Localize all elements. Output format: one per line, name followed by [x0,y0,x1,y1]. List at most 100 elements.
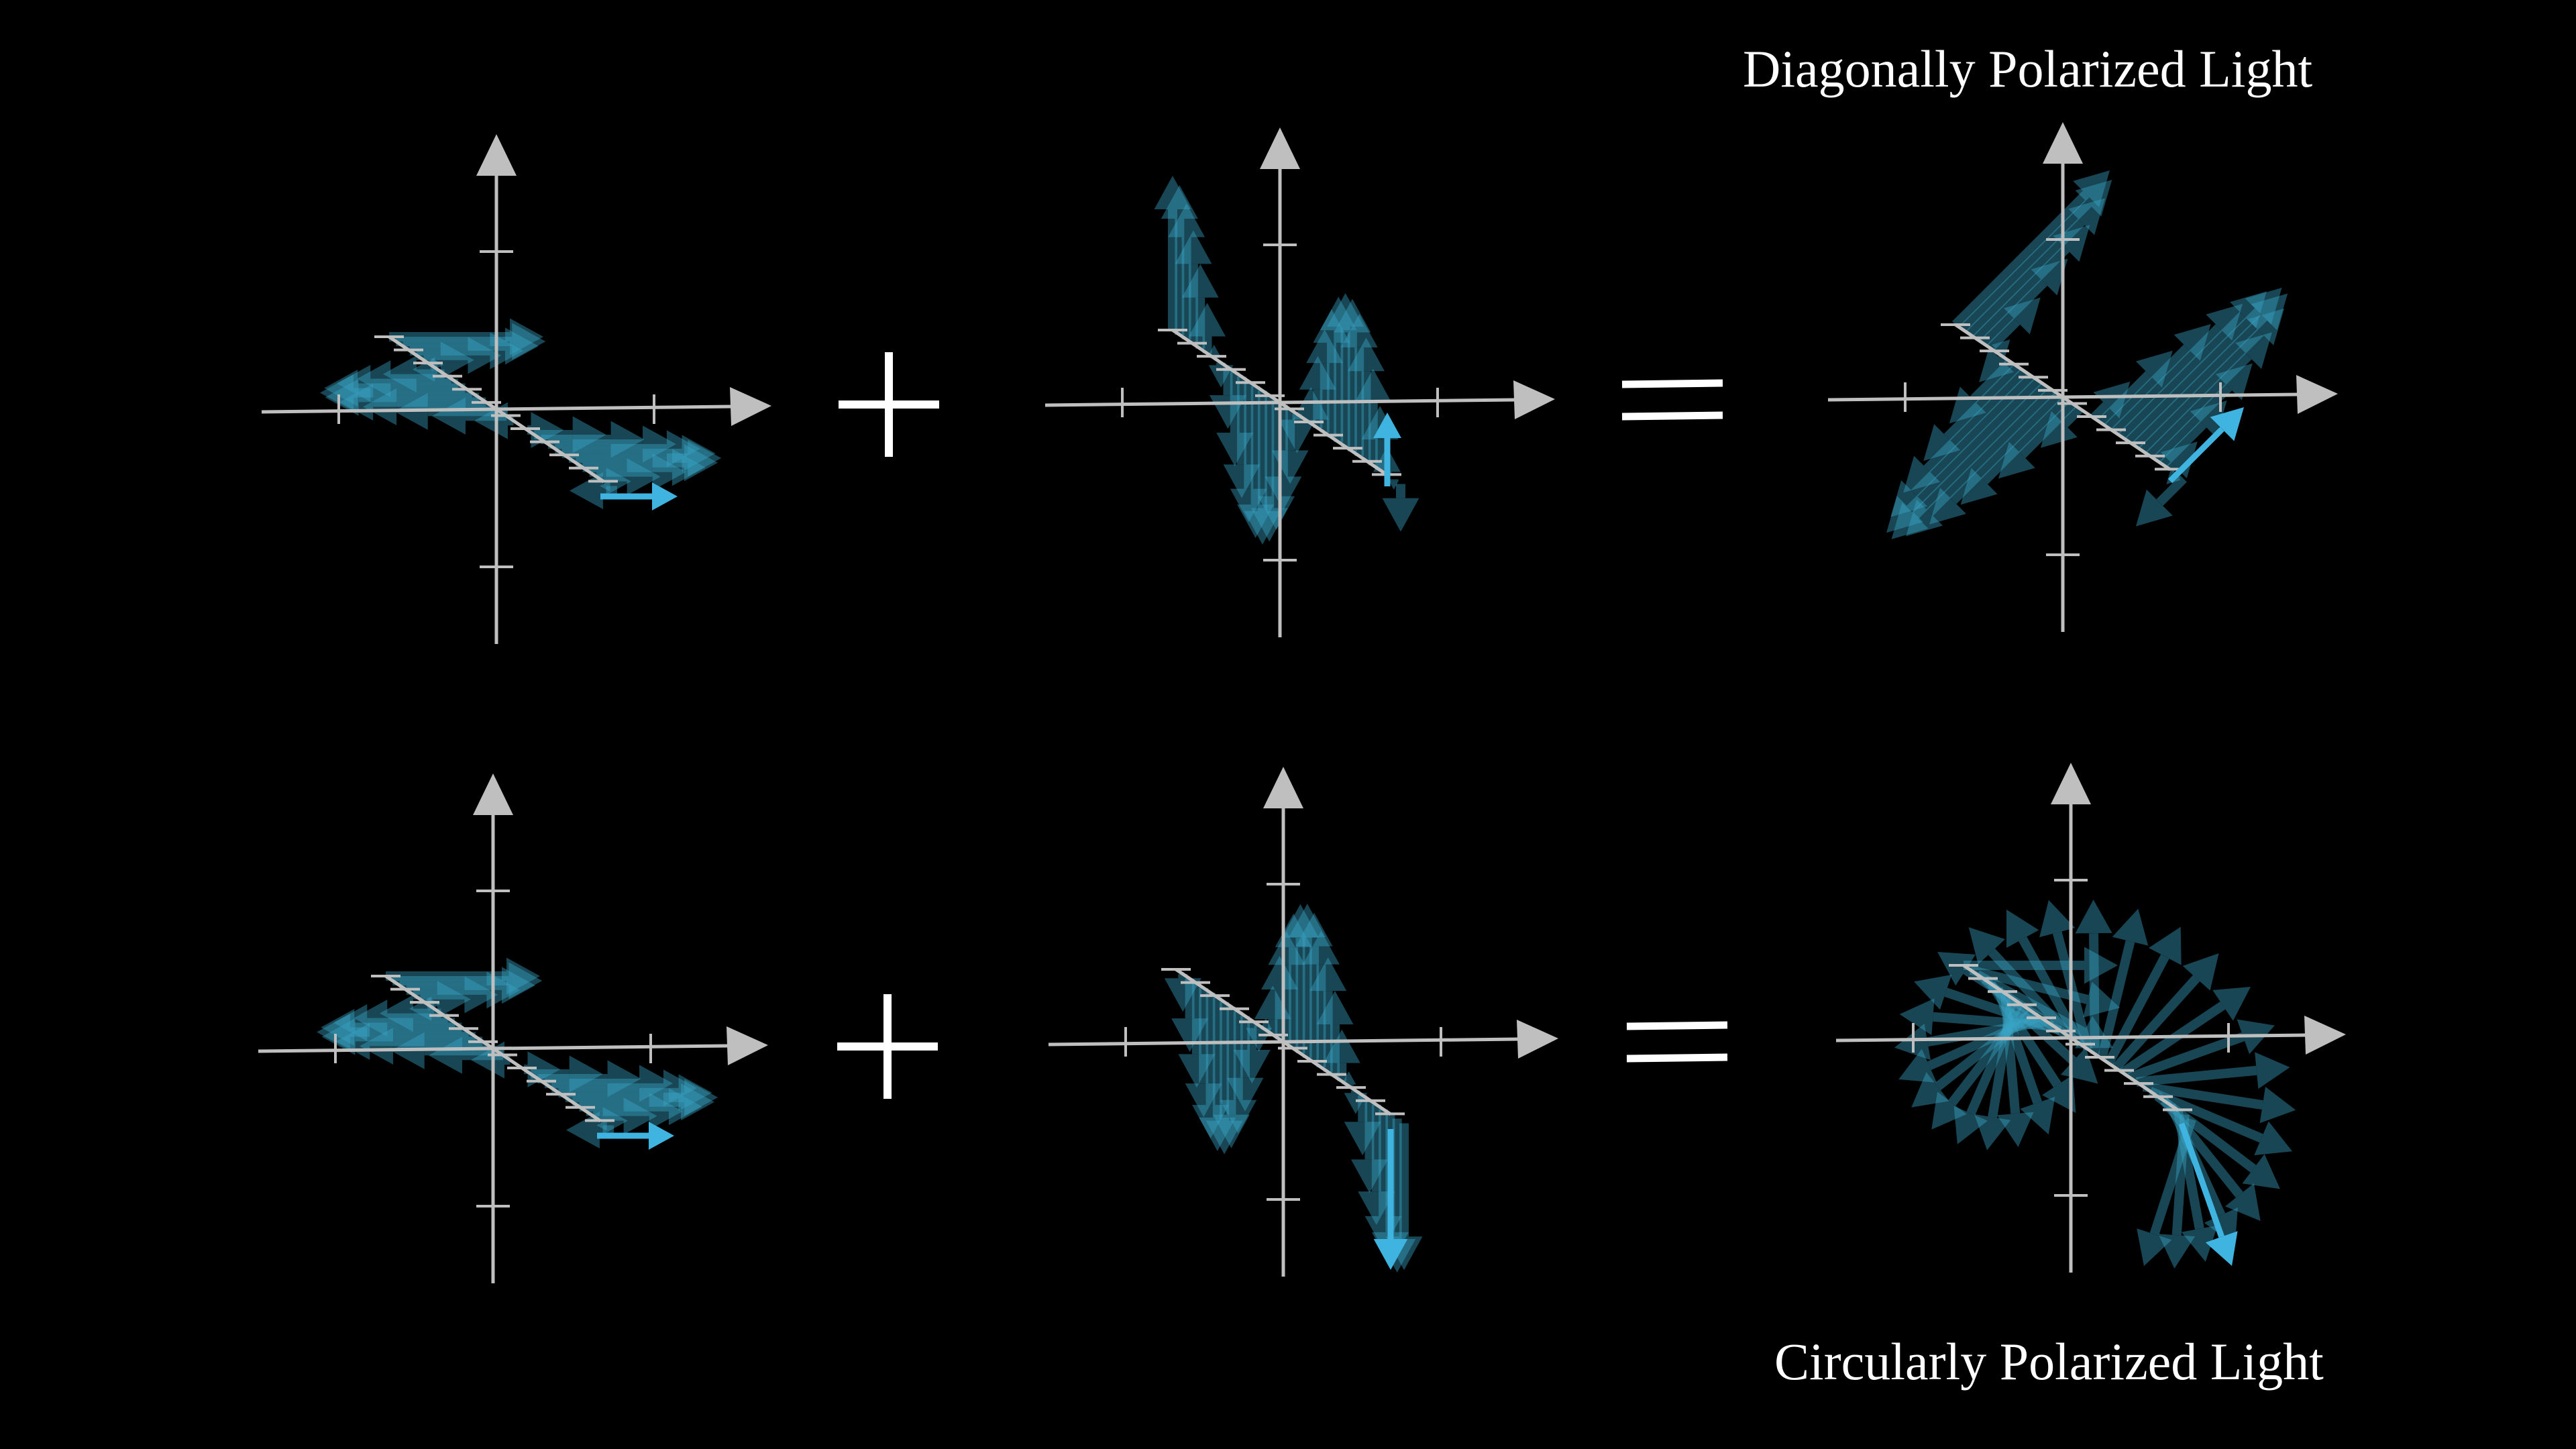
field-vector-arrow [1320,297,1357,442]
panel-vertical-wave-row2 [1048,767,1558,1277]
field-vector-arrow [2152,363,2253,464]
field-vector-arrow [537,1060,641,1097]
plus-operator [839,352,939,457]
x-axis-arrowhead [730,387,771,426]
field-vector-arrow [1931,1004,2030,1130]
field-vector-arrow [402,327,539,365]
highlight-vector [2167,407,2244,484]
highlight-arrow [597,1122,674,1150]
field-vector-arrow [1189,303,1226,354]
highlight-arrow [2178,1122,2238,1266]
field-vector-arrow [1212,1006,1250,1148]
wave-vectors [1886,170,2288,539]
field-vector-arrow [363,388,493,425]
panel-diagonal-result-row1 [1827,122,2338,632]
diagonal-polarization-title: Diagonally Polarized Light [1743,40,2313,98]
field-vector-arrow [1891,382,2049,539]
field-vector-arrow [2118,291,2267,440]
field-vector-arrow [1334,299,1371,451]
field-vector-arrow [324,370,466,407]
field-vector-arrow [382,356,445,393]
field-vector-arrow [321,1009,462,1046]
circular-result-axes [1835,763,2346,1273]
field-vector-arrow [547,425,677,463]
field-vector-arrow [2135,475,2187,527]
field-vector-arrow [379,995,441,1032]
field-vector-arrow [320,374,472,411]
field-vector-arrow [337,365,459,402]
field-vector-arrow [2097,908,2149,1060]
propagation-axis [1962,963,2180,1112]
wave-vectors [317,957,718,1148]
field-vector-arrow [354,1000,448,1037]
field-vector-arrow [1968,927,2078,1044]
panel-circular-result-row2 [1835,763,2346,1273]
field-vector-arrow [1382,484,1419,532]
field-vector-arrow [2039,900,2093,1051]
x-axis-arrowhead [1517,1020,1558,1059]
field-vector-arrow [2097,350,2173,426]
field-vector-arrow [1980,258,2068,347]
field-vector-arrow [531,1055,603,1093]
field-vector-arrow [1966,198,2105,337]
field-vector-arrow [333,1004,455,1042]
field-vector-arrow [386,957,540,995]
field-vector-arrow [593,1097,657,1135]
wave-vectors [1154,176,1419,545]
field-vector-arrow [2131,293,2288,449]
highlight-arrow [2167,407,2244,484]
field-vector-arrow [1358,1104,1395,1226]
field-vector-arrow [2125,287,2282,445]
field-vector-arrow [1181,264,1219,349]
field-vector-arrow [2145,332,2272,459]
field-vector-arrow [2160,1097,2261,1222]
field-vector-arrow [1161,184,1198,335]
field-vector-arrow [1268,931,1305,1044]
field-vector-arrow [1914,975,2062,1036]
circular-polarization-title: Circularly Polarized Light [1774,1332,2324,1391]
field-vector-arrow [572,1083,715,1121]
field-vector-arrow [586,1093,683,1130]
field-vector-arrow [1996,993,2034,1147]
field-vector-arrow [2112,953,2219,1071]
field-vector-arrow [1953,1000,2023,1144]
field-vector-arrow [555,430,700,468]
horizontal-wave-axes [258,773,768,1283]
field-vector-arrow [1223,376,1260,498]
propagation-axis [384,974,602,1123]
field-vector-arrow [1185,987,1222,1118]
x-axis-arrowhead [727,1026,768,1065]
field-vector-arrow [1281,904,1319,1054]
wave-vectors [1894,900,2296,1269]
field-vector-arrow [1230,381,1267,523]
field-vector-arrow [1313,309,1350,437]
field-vector-arrow [1265,405,1302,511]
field-vector-arrow [1960,396,2070,505]
field-vector-arrow [1389,479,1399,490]
highlight-arrow [600,482,678,511]
y-axis-arrowhead [476,134,517,176]
field-vector-arrow [1899,998,2054,1036]
y-axis-arrowhead [1263,767,1303,808]
field-vector-arrow [399,967,535,1004]
field-vector-arrow [1975,970,2113,1049]
field-vector-arrow [1233,1020,1271,1084]
field-vector-arrow [596,458,661,496]
field-vector-arrow [413,976,498,1014]
field-vector-arrow [2148,1087,2293,1156]
field-vector-arrow [360,1027,490,1065]
field-vector-arrow [1237,386,1275,539]
field-vector-arrow [1306,329,1344,433]
field-vector-arrow [1929,391,2063,525]
highlight-vector [2178,1122,2238,1266]
equals-operator [1626,1021,1728,1063]
x-axis-arrowhead [2304,1016,2346,1055]
vertical-wave-axes [1044,127,1555,637]
propagation-axis [388,335,605,484]
field-vector-arrow [1347,337,1385,461]
vertical-wave-axes [1048,767,1558,1277]
field-vector-arrow [2159,400,2227,468]
field-vector-arrow [2135,1052,2290,1089]
field-vector-arrow [589,453,686,491]
wave-vectors [1164,904,1423,1273]
